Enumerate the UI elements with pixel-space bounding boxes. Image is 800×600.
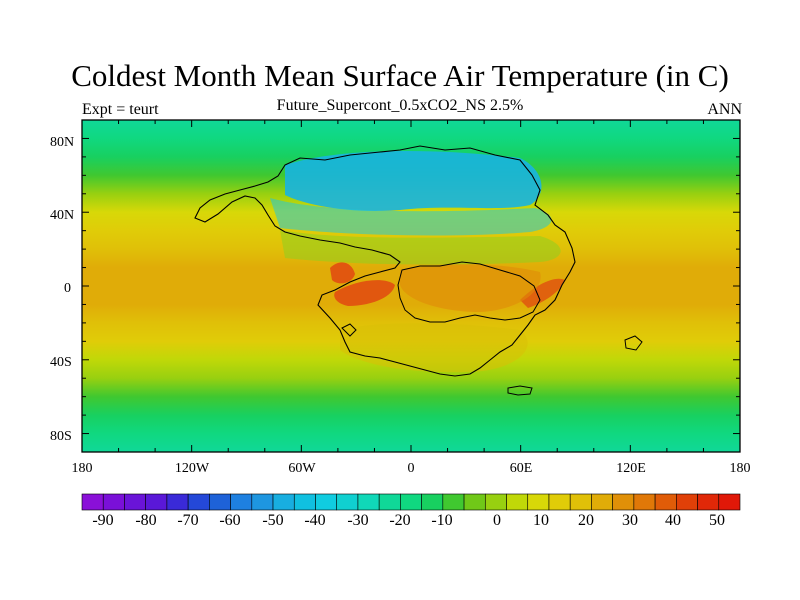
experiment-label: Expt = teurt: [82, 101, 159, 118]
colorbar-swatch: [633, 493, 656, 511]
colorbar-label: -40: [304, 512, 325, 529]
colorbar-swatch: [697, 493, 720, 511]
colorbar-labels: -90 -80 -70 -60 -50 -40 -30 -20 -10 0 10…: [92, 512, 725, 529]
colorbar-label: 40: [665, 512, 681, 529]
island-east: [624, 335, 643, 351]
colorbar-swatch: [315, 493, 338, 511]
y-tick-label: 80N: [50, 135, 74, 150]
x-tick-label: 0: [408, 461, 415, 476]
colorbar-swatch: [251, 493, 274, 511]
season-label: ANN: [707, 101, 742, 118]
colorbar-label: -50: [262, 512, 283, 529]
colorbar-label: -30: [347, 512, 368, 529]
colorbar-swatch: [591, 493, 613, 511]
colorbar-swatch: [442, 493, 465, 511]
continent-outline: [194, 145, 576, 377]
x-tick-label: 120E: [616, 461, 646, 476]
x-tick-label: 60E: [510, 461, 533, 476]
colorbar-swatch: [676, 493, 698, 511]
colorbar-label: -70: [177, 512, 198, 529]
island-southwest: [341, 323, 357, 337]
map-plot-area: [82, 120, 740, 452]
colorbar-label: -60: [219, 512, 240, 529]
colorbar-swatch: [548, 493, 571, 511]
colorbar-swatch: [612, 493, 635, 511]
inner-coastline-detail: [397, 261, 541, 323]
colorbar-swatch: [527, 493, 550, 511]
colorbar-swatch: [718, 493, 741, 511]
continental-cool-zone: [280, 230, 561, 265]
map-title: Coldest Month Mean Surface Air Temperatu…: [71, 58, 729, 93]
colorbar-swatch: [166, 493, 189, 511]
colorbar-label: 10: [533, 512, 549, 529]
colorbar-swatch: [145, 493, 168, 511]
colorbar-swatch: [272, 493, 295, 511]
colorbar-swatch: [81, 493, 104, 511]
colorbar-label: -20: [389, 512, 410, 529]
y-tick-label: 40N: [50, 208, 74, 223]
x-tick-label: 180: [72, 461, 93, 476]
run-label: Future_Supercont_0.5xCO2_NS 2.5%: [276, 97, 524, 114]
colorbar-swatch: [336, 493, 359, 511]
warm-zone-interior: [400, 264, 541, 312]
colorbar-label: -10: [431, 512, 452, 529]
colorbar-label: 0: [493, 512, 501, 529]
colorbar-swatch: [187, 493, 210, 511]
colorbar-label: 30: [622, 512, 638, 529]
colorbar-swatch: [421, 493, 444, 511]
x-tick-label: 120W: [175, 461, 210, 476]
colorbar-label: -80: [135, 512, 156, 529]
hot-spot-east: [520, 278, 565, 308]
y-tick-label: 0: [64, 281, 71, 296]
y-tick-label: 40S: [50, 355, 72, 370]
colorbar-swatch: [293, 493, 316, 511]
colorbar-swatch: [124, 493, 146, 511]
hot-spot-west: [330, 262, 355, 284]
axis-ticks: [81, 119, 741, 453]
x-tick-label: 60W: [288, 461, 316, 476]
colorbar-swatch: [400, 493, 422, 511]
colorbar-swatch: [102, 493, 125, 511]
island-southeast: [507, 385, 533, 396]
colorbar-swatch: [357, 493, 380, 511]
y-tick-label: 80S: [50, 429, 72, 444]
colorbar-swatch: [569, 493, 592, 511]
hot-spot-central: [334, 280, 395, 306]
colorbar-label: 20: [578, 512, 594, 529]
colorbar: [81, 493, 741, 511]
x-tick-label: 180: [730, 461, 751, 476]
arctic-cold-region: [285, 150, 542, 211]
colorbar-swatch: [484, 493, 507, 511]
colorbar-label: -90: [92, 512, 113, 529]
colorbar-swatch: [654, 493, 677, 511]
arctic-cool-band: [270, 198, 552, 236]
colorbar-label: 50: [709, 512, 725, 529]
colorbar-swatch: [378, 493, 401, 511]
colorbar-swatch: [463, 493, 486, 511]
colorbar-swatch: [209, 493, 231, 511]
colorbar-swatch: [230, 493, 253, 511]
colorbar-swatch: [506, 493, 529, 511]
